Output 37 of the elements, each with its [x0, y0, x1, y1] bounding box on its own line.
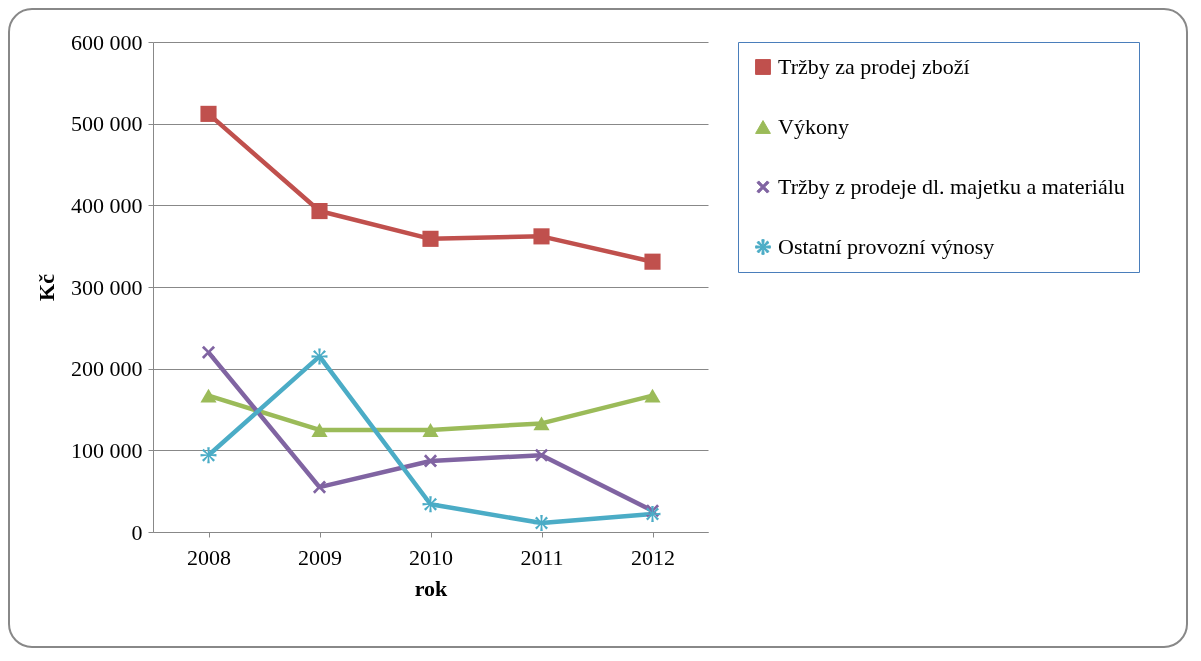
y-tick-label: 500 000: [71, 111, 143, 137]
point: [644, 506, 661, 522]
point: [644, 388, 661, 403]
x-axis-title: rok: [414, 575, 449, 601]
point: [423, 454, 438, 468]
point: [311, 348, 328, 365]
y-tick-label: 600 000: [71, 29, 143, 55]
y-tick-label: 100 000: [71, 437, 143, 463]
legend-label: Ostatní provozní výnosy: [778, 234, 995, 259]
y-tick-label: 400 000: [71, 192, 143, 218]
x-tick-label: 2011: [520, 544, 564, 570]
x-tick-label: 2008: [187, 544, 231, 570]
point: [533, 416, 550, 431]
x-tick-label: 2010: [409, 544, 453, 570]
point: [422, 230, 439, 247]
y-tick-label: 300 000: [71, 274, 143, 300]
point: [311, 422, 328, 437]
x-tick-label: 2012: [631, 544, 675, 570]
point: [533, 228, 550, 245]
point: [422, 496, 439, 513]
legend-label: Výkony: [778, 114, 849, 139]
point: [200, 447, 217, 464]
legend-label: Tržby za prodej zboží: [778, 54, 970, 79]
point: [422, 422, 439, 437]
legend-label: Tržby z prodeje dl. majetku a materiálu: [778, 174, 1125, 199]
point: [201, 345, 216, 359]
y-tick-label: 0: [131, 519, 143, 545]
x-tick-label: 2009: [298, 544, 342, 570]
point: [534, 448, 549, 462]
y-axis-title: Kč: [34, 273, 59, 301]
point: [311, 202, 328, 220]
point: [533, 515, 550, 531]
point: [200, 388, 217, 403]
y-tick-label: 200 000: [71, 356, 143, 382]
point: [644, 253, 661, 270]
point: [312, 480, 327, 494]
point: [200, 105, 217, 122]
